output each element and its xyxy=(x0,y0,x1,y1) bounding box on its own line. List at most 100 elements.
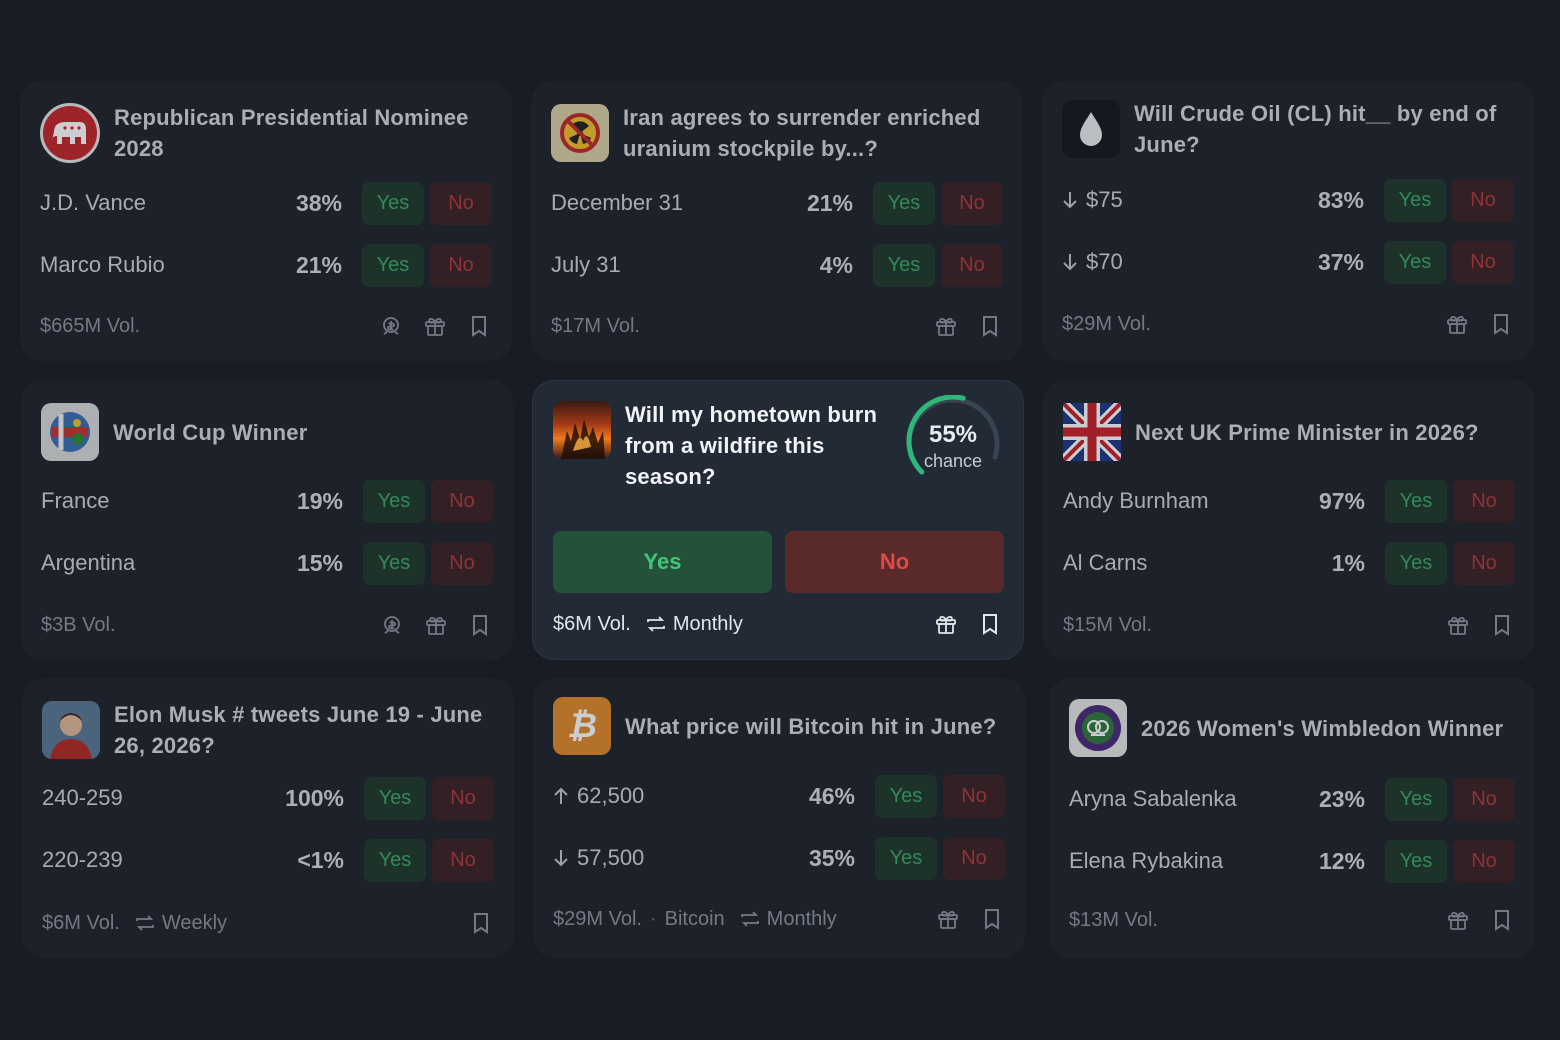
bookmark-icon[interactable] xyxy=(466,313,492,339)
buy-yes-button[interactable]: Yes xyxy=(1385,541,1447,585)
buy-yes-button[interactable]: Yes xyxy=(364,838,426,882)
gift-icon[interactable] xyxy=(1445,907,1471,933)
no-nuclear-icon xyxy=(551,104,609,162)
buy-no-button[interactable]: No xyxy=(1452,178,1514,222)
repeat-icon xyxy=(645,614,667,634)
market-title: World Cup Winner xyxy=(113,419,308,445)
outcome-label-text: 62,500 xyxy=(577,783,645,808)
outcome-label: Argentina xyxy=(41,550,136,575)
gift-icon[interactable] xyxy=(423,612,449,638)
outcome-row: July 31 4% Yes No xyxy=(551,243,1003,287)
buy-no-button[interactable]: No xyxy=(432,838,494,882)
buy-yes-button[interactable]: Yes xyxy=(363,541,425,585)
union-jack-flag xyxy=(1063,403,1121,461)
buy-no-button[interactable]: No xyxy=(431,479,493,523)
gauge-fill xyxy=(906,395,966,475)
market-footer: $3B Vol. xyxy=(41,610,493,640)
market-card[interactable]: Will Crude Oil (CL) hit__ by end of June… xyxy=(1042,81,1534,361)
buy-yes-button[interactable]: Yes xyxy=(1385,777,1447,821)
bookmark-icon[interactable] xyxy=(468,910,494,936)
arrow-down-icon xyxy=(1062,190,1078,210)
market-header: Next UK Prime Minister in 2026? xyxy=(1063,402,1515,462)
buy-no-button[interactable]: No xyxy=(431,541,493,585)
buy-yes-button[interactable]: Yes xyxy=(363,479,425,523)
tag-text[interactable]: Bitcoin xyxy=(664,907,725,930)
buy-no-button[interactable]: No xyxy=(1453,479,1515,523)
buy-yes-button[interactable]: Yes xyxy=(362,181,424,225)
market-card[interactable]: Iran agrees to surrender enriched uraniu… xyxy=(531,81,1023,361)
buy-yes-button[interactable]: Yes xyxy=(1384,178,1446,222)
outcome-percent: 21% xyxy=(806,189,853,216)
gift-icon[interactable] xyxy=(422,313,448,339)
bookmark-icon[interactable] xyxy=(467,612,493,638)
bookmark-icon[interactable] xyxy=(977,611,1003,637)
outcome-percent: 1% xyxy=(1331,549,1365,576)
buy-yes-button[interactable]: Yes xyxy=(1385,839,1447,883)
market-footer: $13M Vol. xyxy=(1069,905,1515,935)
volume-text: $13M Vol. xyxy=(1069,908,1158,931)
market-card[interactable]: ₿ What price will Bitcoin hit in June? 6… xyxy=(533,678,1025,958)
bookmark-icon[interactable] xyxy=(977,313,1003,339)
outcome-label-text: 57,500 xyxy=(577,845,645,870)
bookmark-icon[interactable] xyxy=(1488,311,1514,337)
market-card[interactable]: Republican Presidential Nominee 2028 J.D… xyxy=(20,81,512,361)
market-card[interactable]: Elon Musk # tweets June 19 - June 26, 20… xyxy=(22,678,514,958)
buy-no-button[interactable]: No xyxy=(943,836,1005,880)
market-footer: $665M Vol. xyxy=(40,311,492,341)
market-card[interactable]: World Cup Winner France 19% Yes No Argen… xyxy=(21,380,513,660)
bookmark-icon[interactable] xyxy=(979,906,1005,932)
recurrence-text: Monthly xyxy=(672,612,743,635)
featured-market-card[interactable]: Will my hometown burn from a wildfire th… xyxy=(532,380,1024,660)
buy-no-button[interactable]: No xyxy=(1452,240,1514,284)
buy-no-button[interactable]: No xyxy=(432,776,494,820)
market-footer: $6M Vol. Weekly xyxy=(42,908,494,938)
buy-no-button[interactable]: No xyxy=(941,243,1003,287)
outcome-label: Al Carns xyxy=(1063,550,1148,575)
outcome-row: $75 83% Yes No xyxy=(1062,178,1514,222)
buy-yes-button[interactable]: Yes xyxy=(1384,240,1446,284)
buy-yes-button[interactable]: Yes xyxy=(364,776,426,820)
buy-no-button[interactable]: No xyxy=(941,181,1003,225)
gift-icon[interactable] xyxy=(933,313,959,339)
chance-label: chance xyxy=(923,451,983,471)
bookmark-icon[interactable] xyxy=(1489,907,1515,933)
buy-yes-button[interactable]: Yes xyxy=(873,181,935,225)
outcome-row: Andy Burnham 97% Yes No xyxy=(1063,479,1515,523)
market-header: Will Crude Oil (CL) hit__ by end of June… xyxy=(1062,99,1514,159)
market-header: Elon Musk # tweets June 19 - June 26, 20… xyxy=(42,700,494,760)
gift-icon[interactable] xyxy=(933,611,959,637)
buy-no-button[interactable]: No xyxy=(1453,777,1515,821)
buy-yes-button[interactable]: Yes xyxy=(875,836,937,880)
buy-no-button[interactable]: No xyxy=(943,774,1005,818)
gift-icon[interactable] xyxy=(1445,612,1471,638)
outcome-label-text: $75 xyxy=(1086,187,1123,212)
volume-text: $665M Vol. xyxy=(40,314,141,337)
outcome-row: France 19% Yes No xyxy=(41,479,493,523)
market-card[interactable]: Next UK Prime Minister in 2026? Andy Bur… xyxy=(1043,380,1535,660)
market-card[interactable]: 2026 Women's Wimbledon Winner Aryna Saba… xyxy=(1049,678,1535,958)
outcome-percent: 23% xyxy=(1318,785,1365,812)
buy-no-button[interactable]: No xyxy=(430,243,492,287)
buy-yes-button[interactable]: Yes xyxy=(875,774,937,818)
person-avatar xyxy=(42,701,100,759)
chance-value: 55% xyxy=(928,421,978,448)
rewards-icon[interactable] xyxy=(378,313,404,339)
buy-no-button[interactable]: No xyxy=(1453,541,1515,585)
rewards-icon[interactable] xyxy=(379,612,405,638)
buy-no-button[interactable]: No xyxy=(1453,839,1515,883)
buy-no-button[interactable]: No xyxy=(430,181,492,225)
market-title: Republican Presidential Nominee 2028 xyxy=(114,105,469,161)
buy-yes-button[interactable]: Yes xyxy=(362,243,424,287)
outcome-label: 220-239 xyxy=(42,847,123,872)
volume-text: $6M Vol. xyxy=(42,911,120,934)
buy-yes-button[interactable]: Yes xyxy=(873,243,935,287)
outcome-row: 62,500 46% Yes No xyxy=(553,774,1005,818)
outcome-row: December 31 21% Yes No xyxy=(551,181,1003,225)
gift-icon[interactable] xyxy=(935,906,961,932)
buy-yes-button[interactable]: Yes xyxy=(1385,479,1447,523)
bookmark-icon[interactable] xyxy=(1489,612,1515,638)
buy-yes-button[interactable]: Yes xyxy=(553,531,772,593)
outcome-percent: 83% xyxy=(1317,186,1364,213)
buy-no-button[interactable]: No xyxy=(785,531,1004,593)
gift-icon[interactable] xyxy=(1444,311,1470,337)
